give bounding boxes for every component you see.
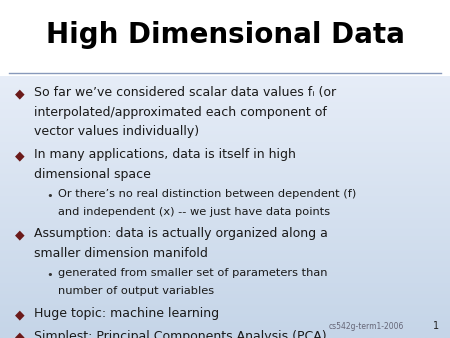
Text: number of output variables: number of output variables [58, 286, 215, 296]
Text: smaller dimension manifold: smaller dimension manifold [34, 247, 207, 260]
Text: and independent (x) -- we just have data points: and independent (x) -- we just have data… [58, 207, 331, 217]
Text: dimensional space: dimensional space [34, 168, 151, 181]
Bar [0, 0, 450, 76]
Text: Huge topic: machine learning: Huge topic: machine learning [34, 307, 219, 319]
Text: generated from smaller set of parameters than: generated from smaller set of parameters… [58, 268, 328, 278]
Text: interpolated/approximated each component of: interpolated/approximated each component… [34, 106, 327, 119]
Text: 1: 1 [432, 320, 439, 331]
Text: •: • [46, 270, 53, 280]
Text: High Dimensional Data: High Dimensional Data [45, 22, 405, 49]
Text: ◆: ◆ [15, 331, 25, 338]
Text: Simplest: Principal Components Analysis (PCA): Simplest: Principal Components Analysis … [34, 330, 326, 338]
Text: In many applications, data is itself in high: In many applications, data is itself in … [34, 148, 296, 161]
Text: ◆: ◆ [15, 229, 25, 242]
Text: ◆: ◆ [15, 88, 25, 100]
Text: ◆: ◆ [15, 308, 25, 321]
Text: So far we’ve considered scalar data values fᵢ (or: So far we’ve considered scalar data valu… [34, 86, 336, 99]
Text: cs542g-term1-2006: cs542g-term1-2006 [328, 321, 404, 331]
Text: ◆: ◆ [15, 150, 25, 163]
Text: Assumption: data is actually organized along a: Assumption: data is actually organized a… [34, 227, 328, 240]
Text: Or there’s no real distinction between dependent (f): Or there’s no real distinction between d… [58, 189, 357, 199]
Text: vector values individually): vector values individually) [34, 125, 199, 138]
Text: •: • [46, 191, 53, 201]
